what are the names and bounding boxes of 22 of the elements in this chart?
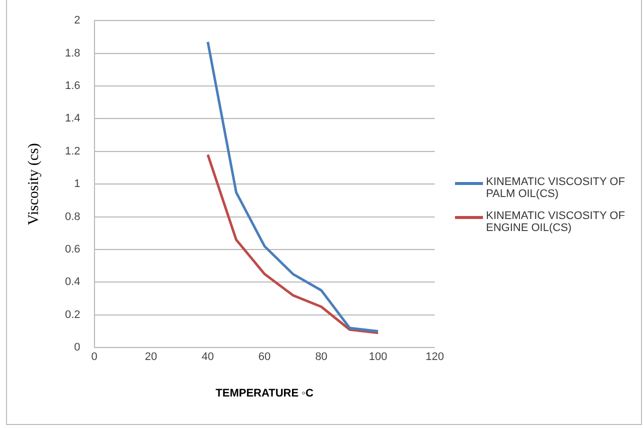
x-tick-label: 80 — [315, 351, 328, 364]
y-tick-label: 1.6 — [64, 80, 80, 92]
legend-label: KINEMATIC VISCOSITY OF PALM OIL(CS) — [486, 176, 626, 200]
y-tick-label: 0.6 — [64, 244, 80, 256]
x-tick-label: 60 — [258, 351, 271, 364]
y-tick-label: 0.2 — [64, 308, 80, 321]
y-tick-label: 1.4 — [64, 112, 80, 125]
y-tick-label: 0 — [74, 342, 80, 354]
x-tick-label: 0 — [91, 351, 98, 364]
x-tick-label: 120 — [426, 351, 444, 364]
y-axis-title: Viscosity (cs) — [26, 143, 42, 226]
y-tick-label: 1.8 — [64, 47, 80, 60]
y-tick-label: 0.8 — [64, 210, 80, 223]
y-tick-label: 1 — [74, 178, 80, 190]
x-tick-label: 100 — [368, 351, 388, 364]
x-axis-title: TEMPERATURE ◦C — [216, 387, 314, 400]
x-tick-label: 40 — [202, 351, 214, 364]
y-tick-label: 1.2 — [64, 145, 80, 158]
x-tick-label: 20 — [144, 351, 158, 364]
y-tick-label: 0.4 — [64, 276, 80, 288]
legend-label: KINEMATIC VISCOSITY OF ENGINE OIL(CS) — [486, 210, 626, 234]
y-tick-label: 2 — [74, 14, 80, 27]
